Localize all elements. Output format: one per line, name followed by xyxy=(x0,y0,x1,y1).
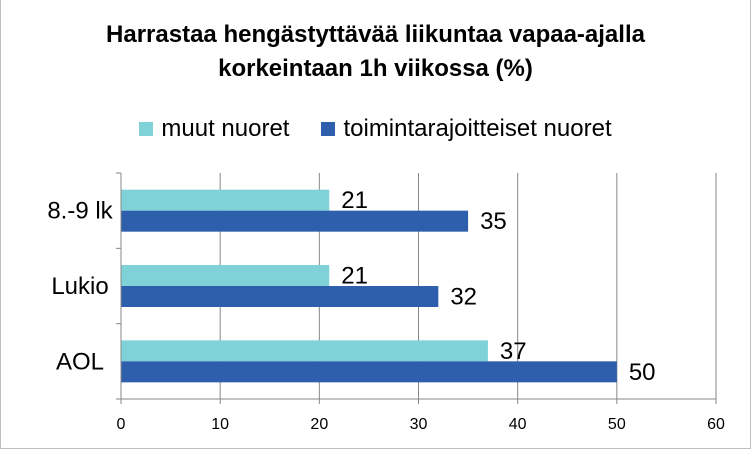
x-tick-label-30: 30 xyxy=(410,416,428,433)
x-tick-label-50: 50 xyxy=(608,416,626,433)
chart-title-line-1: Harrastaa hengästyttävää liikuntaa vapaa… xyxy=(106,21,645,48)
x-tick-label-20: 20 xyxy=(310,416,328,433)
chart-title-line-2: korkeintaan 1h viikossa (%) xyxy=(218,55,533,82)
x-tick-label-10: 10 xyxy=(211,416,229,433)
bar-0-0 xyxy=(121,189,330,211)
chart-title: Harrastaa hengästyttävää liikuntaa vapaa… xyxy=(0,18,751,86)
category-label-0: 8.-9 lk xyxy=(47,198,113,225)
legend-label-muut-nuoret: muut nuoret xyxy=(161,115,290,142)
data-label-0-0: 21 xyxy=(341,187,368,214)
x-tick-label-0: 0 xyxy=(117,416,126,433)
data-label-1-0: 35 xyxy=(480,208,507,235)
data-label-1-1: 32 xyxy=(450,284,477,311)
legend: muut nuoret toimintarajoitteiset nuoret xyxy=(0,113,751,145)
legend-swatch-muut-nuoret xyxy=(139,122,154,136)
data-label-0-1: 21 xyxy=(341,263,368,290)
legend-item-muut-nuoret: muut nuoret xyxy=(139,115,289,143)
legend-swatch-toimintarajoitteiset-nuoret xyxy=(321,122,336,136)
bar-1-2 xyxy=(121,361,617,383)
legend-label-toimintarajoitteiset-nuoret: toimintarajoitteiset nuoret xyxy=(343,115,612,142)
x-tick-label-40: 40 xyxy=(509,416,527,433)
bar-0-1 xyxy=(121,265,330,286)
bar-1-0 xyxy=(121,210,469,232)
bar-1-1 xyxy=(121,286,439,307)
category-label-2: AOL xyxy=(56,348,104,375)
data-label-0-2: 37 xyxy=(500,338,527,365)
x-tick-label-60: 60 xyxy=(707,416,725,433)
bar-0-2 xyxy=(121,340,488,362)
legend-item-toimintarajoitteiset-nuoret: toimintarajoitteiset nuoret xyxy=(321,115,612,143)
data-label-1-2: 50 xyxy=(629,359,656,386)
category-label-1: Lukio xyxy=(51,273,108,300)
